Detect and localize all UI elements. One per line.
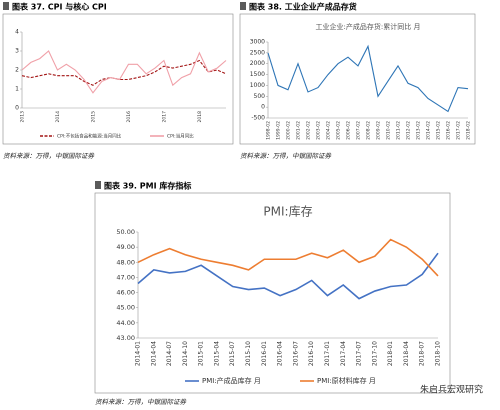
x-tick-label: 2014-02 bbox=[426, 121, 432, 140]
series-line bbox=[21, 50, 227, 94]
chart-frame bbox=[94, 192, 451, 394]
x-tick-label: 2016 bbox=[126, 111, 132, 123]
x-tick-label: 2008-02 bbox=[366, 121, 372, 140]
x-tick-label: 2018 bbox=[197, 111, 203, 123]
x-tick-label: 2011-02 bbox=[396, 121, 402, 140]
source: 资料来源：万得，中银国际证券 bbox=[240, 152, 332, 160]
x-tick-label: 2018-10 bbox=[435, 341, 442, 366]
y-tick-label: 2 bbox=[15, 67, 19, 74]
series-line bbox=[267, 44, 469, 113]
y-tick-label: 1000 bbox=[250, 82, 265, 89]
y-tick-label: 1500 bbox=[250, 71, 265, 78]
x-tick-label: 2016-07 bbox=[292, 341, 299, 366]
watermark: 朱启兵宏观研究 bbox=[420, 384, 483, 396]
caption-marker bbox=[3, 2, 9, 10]
y-tick-label: 3000 bbox=[250, 39, 265, 46]
x-tick-label: 2017-01 bbox=[324, 341, 331, 366]
x-tick-label: 2001-02 bbox=[296, 121, 302, 140]
x-tick-label: 2014-01 bbox=[135, 341, 142, 366]
x-tick-label: 2015-01 bbox=[198, 341, 205, 366]
y-tick-label: 0 bbox=[15, 105, 19, 112]
x-tick-label: 2014-10 bbox=[182, 341, 189, 366]
x-tick-label: 2000-02 bbox=[286, 121, 292, 140]
x-tick-label: 2015-04 bbox=[213, 341, 220, 366]
y-tick-label: 45.00 bbox=[116, 304, 135, 312]
x-tick-label: 2002-02 bbox=[306, 121, 312, 140]
y-tick-label: 43.00 bbox=[116, 334, 135, 342]
x-tick-label: 2018-02 bbox=[466, 121, 472, 140]
x-tick-label: 2018-04 bbox=[403, 341, 410, 366]
x-tick-label: 1998-02 bbox=[266, 121, 272, 140]
x-tick-label: 2004-02 bbox=[326, 121, 332, 140]
chart-title: 工业企业:产成品存货:累计同比 月 bbox=[316, 22, 421, 31]
chart-frame bbox=[239, 13, 476, 145]
x-tick-label: 2018-07 bbox=[419, 341, 426, 366]
y-tick-label: 49.00 bbox=[116, 243, 135, 251]
x-tick-label: 2017-10 bbox=[371, 341, 378, 366]
legend-label: PMI:产成品库存 月 bbox=[202, 376, 261, 385]
y-tick-label: 4 bbox=[15, 29, 19, 36]
x-tick-label: 2017 bbox=[161, 111, 167, 123]
y-tick-label: 3 bbox=[15, 48, 19, 55]
x-tick-label: 2015-02 bbox=[436, 121, 442, 140]
x-tick-label: 2003-02 bbox=[316, 121, 322, 140]
y-tick-label: 47.00 bbox=[116, 273, 135, 281]
x-tick-label: 2017-07 bbox=[356, 341, 363, 366]
caption: 图表 38. 工业企业产成品存货 bbox=[249, 2, 357, 12]
x-tick-label: 2005-02 bbox=[336, 121, 342, 140]
x-tick-label: 2009-02 bbox=[376, 121, 382, 140]
series-line bbox=[137, 238, 439, 277]
source: 资料来源：万得，中银国际证券 bbox=[3, 152, 95, 160]
x-tick-label: 1999-02 bbox=[276, 121, 282, 140]
chart-title: PMI:库存 bbox=[263, 204, 312, 219]
legend-label: CPI:不包括食品和能源:当月同比 bbox=[57, 133, 122, 140]
caption-marker bbox=[240, 2, 246, 10]
legend-label: PMI:原材料库存 月 bbox=[317, 376, 376, 385]
x-tick-label: 2010-02 bbox=[386, 121, 392, 140]
chart-frame bbox=[2, 13, 234, 145]
x-tick-label: 2016-04 bbox=[277, 341, 284, 366]
y-tick-label: 48.00 bbox=[116, 258, 135, 266]
x-tick-label: 2015-07 bbox=[229, 341, 236, 366]
x-tick-label: 2007-02 bbox=[356, 121, 362, 140]
y-tick-label: -500 bbox=[251, 115, 265, 122]
x-tick-label: 2018-01 bbox=[387, 341, 394, 366]
source: 资料来源：万得，中银国际证券 bbox=[95, 398, 187, 406]
x-tick-label: 2016-02 bbox=[446, 121, 452, 140]
caption-marker bbox=[95, 181, 101, 189]
y-tick-label: 44.00 bbox=[116, 319, 135, 327]
caption: 图表 39. PMI 库存指标 bbox=[104, 181, 191, 191]
x-tick-label: 2016-01 bbox=[261, 341, 268, 366]
y-tick-label: 1 bbox=[15, 86, 19, 93]
x-tick-label: 2017-02 bbox=[456, 121, 462, 140]
y-tick-label: 0 bbox=[261, 104, 265, 111]
legend-label: CPI:当月同比 bbox=[167, 133, 194, 140]
x-tick-label: 2014 bbox=[55, 111, 61, 123]
x-tick-label: 2014-04 bbox=[150, 341, 157, 366]
x-tick-label: 2017-04 bbox=[340, 341, 347, 366]
y-tick-label: 2500 bbox=[250, 49, 265, 56]
y-tick-label: 500 bbox=[254, 93, 266, 100]
x-tick-label: 2006-02 bbox=[346, 121, 352, 140]
x-tick-label: 2016-10 bbox=[308, 341, 315, 366]
x-tick-label: 2013 bbox=[20, 111, 26, 123]
x-tick-label: 2015-10 bbox=[245, 341, 252, 366]
x-tick-label: 2012-02 bbox=[406, 121, 412, 140]
x-tick-label: 2015 bbox=[90, 111, 96, 123]
x-tick-label: 2014-07 bbox=[166, 341, 173, 366]
caption: 图表 37. CPI 与核心 CPI bbox=[12, 2, 107, 12]
series-line bbox=[137, 252, 439, 300]
y-tick-label: 50.00 bbox=[116, 228, 135, 236]
x-tick-label: 2013-02 bbox=[416, 121, 422, 140]
y-tick-label: 2000 bbox=[250, 60, 265, 67]
y-tick-label: 46.00 bbox=[116, 289, 135, 297]
